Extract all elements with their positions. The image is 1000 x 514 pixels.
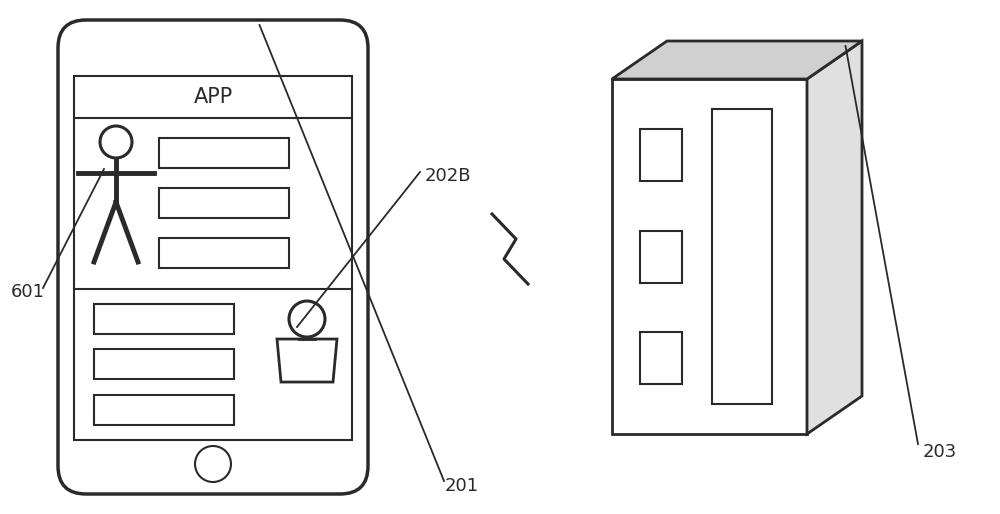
Circle shape [289,301,325,337]
Bar [640,230,682,283]
Polygon shape [807,41,862,434]
Text: 203: 203 [923,443,957,461]
Bar [612,79,807,434]
Bar [74,76,352,440]
FancyBboxPatch shape [58,20,368,494]
Text: 601: 601 [11,283,45,301]
Text: APP: APP [193,87,233,107]
Circle shape [100,126,132,158]
Bar [94,304,234,334]
Polygon shape [612,41,862,79]
Bar [159,238,289,268]
Text: 202B: 202B [425,167,472,185]
Bar [94,395,234,425]
Text: 201: 201 [445,477,479,495]
Bar [159,138,289,168]
Circle shape [195,446,231,482]
Bar [94,350,234,379]
Bar [640,332,682,384]
Bar [640,128,682,181]
Polygon shape [277,339,337,382]
Bar [159,188,289,218]
Bar [712,109,772,404]
